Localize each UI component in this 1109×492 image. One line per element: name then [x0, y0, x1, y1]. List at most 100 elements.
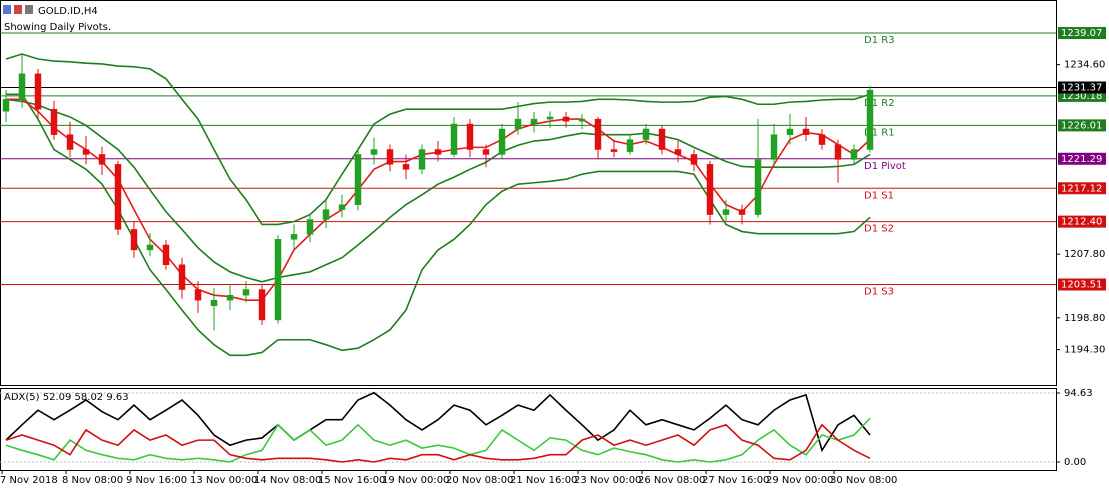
candle-body	[98, 154, 106, 165]
candle-body	[482, 149, 490, 155]
candle-body	[290, 234, 298, 240]
candle-body	[162, 244, 170, 266]
candle-body	[370, 149, 378, 155]
x-tick-label: 14 Nov 08:00	[254, 475, 321, 486]
candle-body	[450, 123, 458, 155]
candle-body	[322, 209, 330, 220]
candle-body	[818, 134, 826, 145]
indicator-line	[5, 423, 871, 463]
candle-body	[194, 289, 202, 301]
candle-body	[674, 149, 682, 155]
pivot-name: D1 R2	[864, 98, 895, 109]
candle-body	[866, 89, 874, 150]
candle-body	[530, 118, 538, 125]
candle-body	[802, 128, 810, 135]
pivot-name: D1 S1	[864, 190, 894, 201]
x-tick-label: 20 Nov 08:00	[446, 475, 513, 486]
pivot-name: D1 R3	[864, 35, 895, 46]
price-tag-label: 1226.01	[1061, 120, 1102, 131]
candle-body	[258, 289, 266, 321]
candle-body	[690, 154, 698, 165]
chart-title: GOLD.ID,H4	[38, 6, 98, 17]
candle-body	[546, 116, 554, 120]
price-tag-label: 1230.18	[1061, 91, 1102, 102]
price-tag	[1058, 215, 1106, 228]
candle-body	[2, 99, 10, 112]
candle-body	[242, 289, 250, 296]
pivot-name: D1 S2	[864, 224, 894, 235]
price-tag-label: 1221.29	[1061, 154, 1102, 165]
price-tag-label: 1203.51	[1061, 280, 1102, 291]
x-tick-label: 8 Nov 08:00	[62, 475, 123, 486]
x-tick-label: 13 Nov 00:00	[190, 475, 257, 486]
candle-body	[722, 209, 730, 215]
last-price-tag	[1058, 81, 1106, 94]
pivot-name: D1 R1	[864, 127, 895, 138]
y-tick-label: 94.63	[1064, 388, 1093, 399]
candle-body	[114, 164, 122, 230]
pivot-name: D1 S3	[864, 287, 894, 298]
candle-body	[82, 149, 90, 155]
candle-body	[178, 264, 186, 290]
price-tag	[1058, 119, 1106, 132]
candle-body	[66, 134, 74, 150]
price-tag-label: 1212.40	[1061, 217, 1102, 228]
candle-body	[754, 159, 762, 215]
chart-subtitle: Showing Daily Pivots.	[4, 22, 111, 33]
candle-body	[658, 128, 666, 150]
candle-body	[594, 118, 602, 150]
x-tick-label: 30 Nov 08:00	[830, 475, 897, 486]
candle-body	[274, 239, 282, 321]
price-tag	[1058, 278, 1106, 291]
pivot-name: D1 Pivot	[864, 161, 906, 172]
symbol-icon	[3, 5, 33, 14]
y-tick-label: 1194.30	[1064, 345, 1105, 356]
adx-frame	[0, 388, 1057, 471]
x-tick-label: 7 Nov 2018	[0, 475, 58, 486]
candle-body	[306, 219, 314, 235]
x-tick-label: 21 Nov 16:00	[510, 475, 577, 486]
candle-body	[338, 204, 346, 210]
price-tag	[1058, 182, 1106, 195]
indicator-line	[5, 53, 871, 226]
y-tick-label: 1198.80	[1064, 313, 1105, 324]
price-tag-label: 1217.12	[1061, 183, 1102, 194]
candle-body	[562, 116, 570, 122]
indicator-line	[5, 417, 871, 463]
candle-body	[770, 134, 778, 160]
candle-body	[610, 149, 618, 152]
x-tick-label: 29 Nov 00:00	[766, 475, 833, 486]
candle-body	[738, 209, 746, 215]
candle-body	[850, 149, 858, 160]
candle-body	[418, 149, 426, 170]
y-tick-label: 1234.60	[1064, 60, 1105, 71]
indicator-line	[6, 93, 871, 357]
candle-body	[498, 128, 506, 155]
price-tag-label: 1239.07	[1061, 28, 1102, 39]
x-tick-label: 19 Nov 00:00	[382, 475, 449, 486]
price-tag	[1058, 27, 1106, 40]
candle-body	[146, 244, 154, 251]
candle-body	[786, 128, 794, 135]
indicator-line	[5, 391, 871, 453]
indicator-title: ADX(5) 52.09 58.02 9.63	[4, 392, 129, 403]
candle-body	[130, 229, 138, 251]
candle-body	[434, 149, 442, 155]
candle-body	[402, 164, 410, 170]
candle-body	[210, 299, 218, 307]
candle-body	[354, 154, 362, 205]
x-tick-label: 15 Nov 16:00	[318, 475, 385, 486]
main-frame	[0, 0, 1057, 386]
candle-body	[578, 118, 586, 122]
indicator-line	[5, 98, 871, 283]
x-tick-label: 27 Nov 16:00	[702, 475, 769, 486]
candle-body	[834, 144, 842, 160]
price-tag	[1058, 152, 1106, 165]
x-tick-label: 9 Nov 16:00	[126, 475, 187, 486]
candle-body	[642, 128, 650, 140]
y-tick-label: 1207.80	[1064, 249, 1105, 260]
candle-body	[34, 73, 42, 110]
candle-body	[706, 164, 714, 215]
